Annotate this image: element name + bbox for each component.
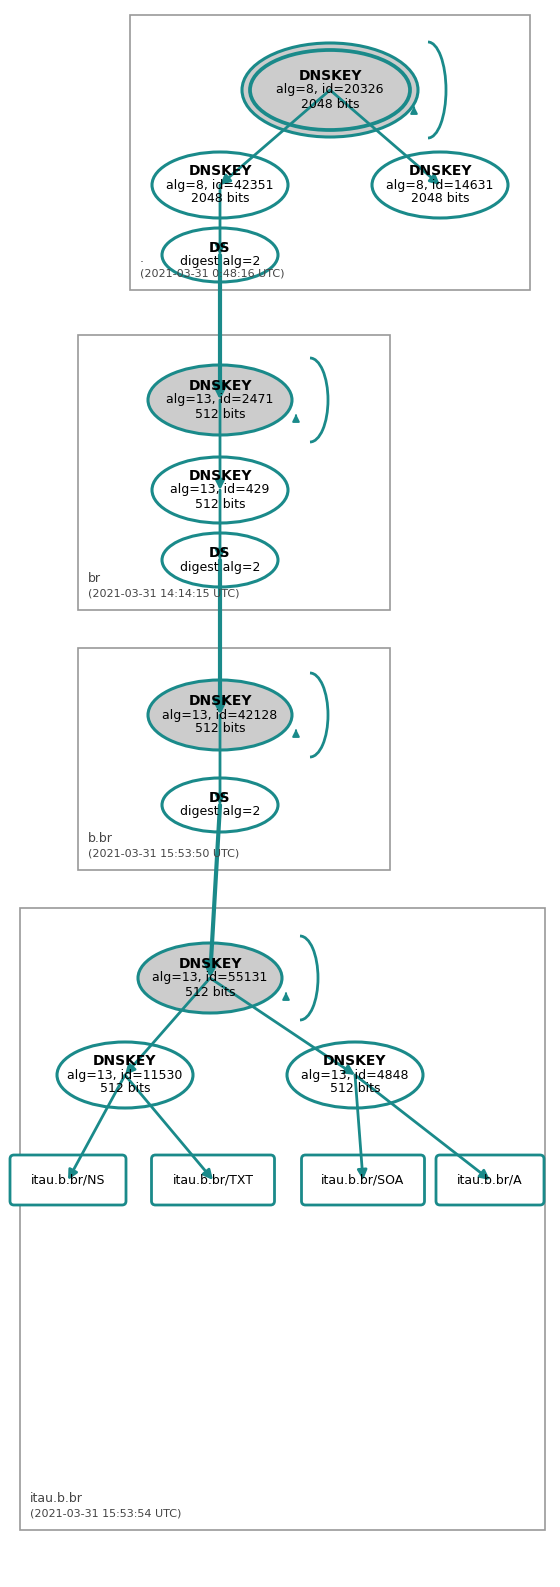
Text: 2048 bits: 2048 bits xyxy=(191,192,249,205)
Text: digest alg=2: digest alg=2 xyxy=(180,806,260,819)
Ellipse shape xyxy=(250,51,410,130)
Text: 512 bits: 512 bits xyxy=(195,497,245,511)
Text: digest alg=2: digest alg=2 xyxy=(180,560,260,573)
FancyBboxPatch shape xyxy=(436,1155,544,1205)
Ellipse shape xyxy=(148,679,292,751)
Text: DNSKEY: DNSKEY xyxy=(298,68,362,83)
Text: itau.b.br/TXT: itau.b.br/TXT xyxy=(172,1173,254,1187)
Ellipse shape xyxy=(242,43,418,136)
FancyBboxPatch shape xyxy=(301,1155,424,1205)
Text: digest alg=2: digest alg=2 xyxy=(180,256,260,268)
Text: (2021-03-31 15:53:54 UTC): (2021-03-31 15:53:54 UTC) xyxy=(30,1508,181,1519)
Text: alg=13, id=2471: alg=13, id=2471 xyxy=(166,394,274,406)
Text: alg=13, id=11530: alg=13, id=11530 xyxy=(67,1068,183,1081)
Text: DS: DS xyxy=(209,241,231,256)
Ellipse shape xyxy=(372,152,508,217)
Text: DS: DS xyxy=(209,790,231,805)
Text: DNSKEY: DNSKEY xyxy=(323,1054,387,1068)
Text: (2021-03-31 0:48:16 UTC): (2021-03-31 0:48:16 UTC) xyxy=(140,268,284,278)
Text: .: . xyxy=(140,252,144,265)
Ellipse shape xyxy=(148,365,292,435)
Bar xyxy=(130,14,530,290)
Text: DNSKEY: DNSKEY xyxy=(94,1054,157,1068)
Text: (2021-03-31 14:14:15 UTC): (2021-03-31 14:14:15 UTC) xyxy=(88,589,240,598)
Text: DS: DS xyxy=(209,546,231,560)
Text: itau.b.br: itau.b.br xyxy=(30,1492,83,1504)
Ellipse shape xyxy=(162,229,278,282)
Text: 512 bits: 512 bits xyxy=(195,722,245,735)
Text: b.br: b.br xyxy=(88,832,113,844)
Text: 512 bits: 512 bits xyxy=(195,408,245,421)
Bar xyxy=(78,335,390,609)
Text: itau.b.br/NS: itau.b.br/NS xyxy=(31,1173,105,1187)
Ellipse shape xyxy=(162,533,278,587)
Text: alg=13, id=429: alg=13, id=429 xyxy=(170,484,270,497)
Text: 2048 bits: 2048 bits xyxy=(410,192,469,205)
Text: alg=8, id=42351: alg=8, id=42351 xyxy=(166,178,274,192)
Text: 2048 bits: 2048 bits xyxy=(301,97,360,111)
Text: alg=13, id=55131: alg=13, id=55131 xyxy=(152,971,268,984)
FancyBboxPatch shape xyxy=(152,1155,274,1205)
Bar xyxy=(78,647,390,870)
Ellipse shape xyxy=(57,1043,193,1108)
Text: DNSKEY: DNSKEY xyxy=(408,163,472,178)
Text: DNSKEY: DNSKEY xyxy=(188,470,252,482)
Bar xyxy=(20,908,545,1530)
Text: (2021-03-31 15:53:50 UTC): (2021-03-31 15:53:50 UTC) xyxy=(88,847,239,859)
Text: DNSKEY: DNSKEY xyxy=(178,957,242,971)
Text: DNSKEY: DNSKEY xyxy=(188,163,252,178)
Text: 512 bits: 512 bits xyxy=(330,1082,380,1095)
Ellipse shape xyxy=(138,943,282,1013)
Ellipse shape xyxy=(287,1043,423,1108)
Text: 512 bits: 512 bits xyxy=(185,986,235,998)
Text: itau.b.br/SOA: itau.b.br/SOA xyxy=(321,1173,405,1187)
Text: itau.b.br/A: itau.b.br/A xyxy=(457,1173,523,1187)
Text: DNSKEY: DNSKEY xyxy=(188,694,252,708)
Ellipse shape xyxy=(152,152,288,217)
Ellipse shape xyxy=(152,457,288,524)
Text: alg=8, id=14631: alg=8, id=14631 xyxy=(386,178,494,192)
FancyBboxPatch shape xyxy=(10,1155,126,1205)
Text: 512 bits: 512 bits xyxy=(100,1082,150,1095)
Text: DNSKEY: DNSKEY xyxy=(188,379,252,394)
Text: alg=13, id=42128: alg=13, id=42128 xyxy=(162,708,278,722)
Text: alg=8, id=20326: alg=8, id=20326 xyxy=(276,84,384,97)
Text: br: br xyxy=(88,571,101,586)
Ellipse shape xyxy=(162,778,278,832)
Text: alg=13, id=4848: alg=13, id=4848 xyxy=(301,1068,409,1081)
